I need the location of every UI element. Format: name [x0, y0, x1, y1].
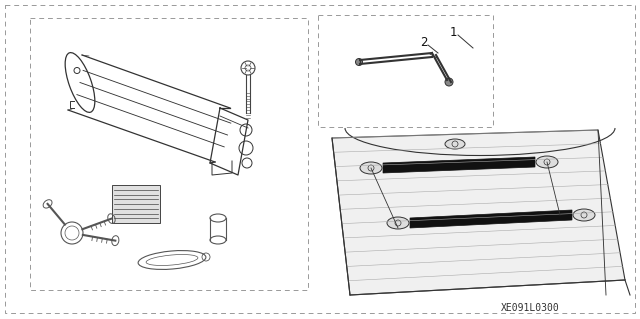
Polygon shape — [332, 130, 625, 295]
Ellipse shape — [360, 162, 382, 174]
Bar — [30, 18, 308, 290]
Ellipse shape — [387, 217, 409, 229]
Circle shape — [355, 58, 362, 65]
Bar — [112, 185, 160, 223]
Polygon shape — [410, 210, 572, 228]
Ellipse shape — [445, 139, 465, 149]
Circle shape — [445, 78, 453, 86]
Bar — [318, 15, 493, 127]
Ellipse shape — [146, 255, 198, 265]
Text: 2: 2 — [420, 35, 428, 48]
Text: XE091L0300: XE091L0300 — [500, 303, 559, 313]
Text: 1: 1 — [449, 26, 457, 39]
Ellipse shape — [536, 156, 558, 168]
Polygon shape — [383, 157, 535, 173]
Ellipse shape — [573, 209, 595, 221]
